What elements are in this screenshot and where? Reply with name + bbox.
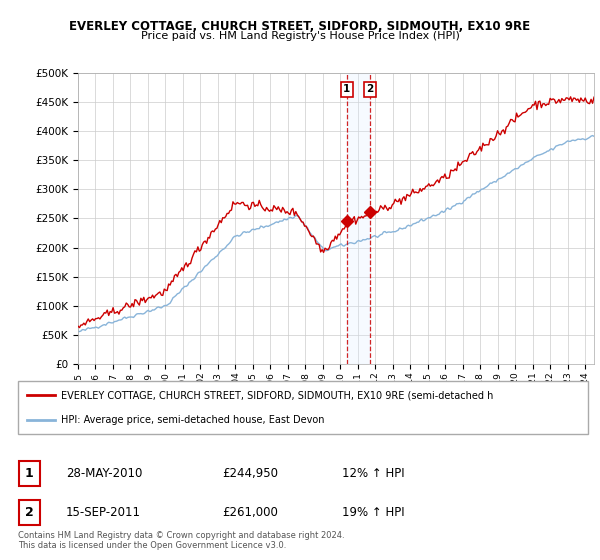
Text: 28-MAY-2010: 28-MAY-2010 [66,466,142,480]
FancyBboxPatch shape [19,460,40,486]
Text: £244,950: £244,950 [222,466,278,480]
Text: 19% ↑ HPI: 19% ↑ HPI [342,506,404,519]
Text: £261,000: £261,000 [222,506,278,519]
Text: 1: 1 [343,85,350,95]
Text: HPI: Average price, semi-detached house, East Devon: HPI: Average price, semi-detached house,… [61,414,324,424]
Text: Contains HM Land Registry data © Crown copyright and database right 2024.
This d: Contains HM Land Registry data © Crown c… [18,531,344,550]
Bar [347,73,370,364]
Text: Price paid vs. HM Land Registry's House Price Index (HPI): Price paid vs. HM Land Registry's House … [140,31,460,41]
FancyBboxPatch shape [19,500,40,525]
Text: 15-SEP-2011: 15-SEP-2011 [66,506,141,519]
Text: 1: 1 [25,466,34,480]
Text: 2: 2 [25,506,34,519]
FancyBboxPatch shape [18,381,588,434]
Text: 12% ↑ HPI: 12% ↑ HPI [342,466,404,480]
Text: EVERLEY COTTAGE, CHURCH STREET, SIDFORD, SIDMOUTH, EX10 9RE: EVERLEY COTTAGE, CHURCH STREET, SIDFORD,… [70,20,530,32]
Text: 2: 2 [367,85,374,95]
Text: EVERLEY COTTAGE, CHURCH STREET, SIDFORD, SIDMOUTH, EX10 9RE (semi-detached h: EVERLEY COTTAGE, CHURCH STREET, SIDFORD,… [61,390,493,400]
